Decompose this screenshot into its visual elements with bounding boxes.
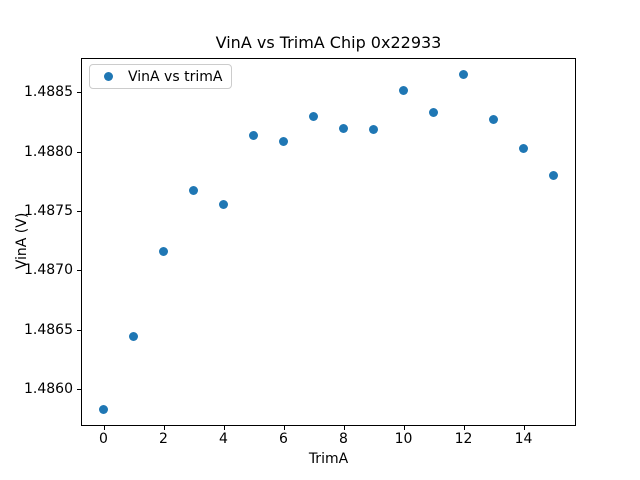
y-tick-mark — [77, 270, 81, 272]
y-tick-label: 1.4865 — [24, 321, 73, 338]
x-tick-label: 12 — [454, 431, 473, 447]
x-tick-mark — [523, 426, 525, 430]
y-tick-label: 1.4885 — [24, 84, 73, 101]
data-point — [129, 332, 138, 342]
y-tick-label: 1.4880 — [24, 143, 73, 160]
data-point — [489, 115, 498, 125]
data-point — [549, 171, 558, 181]
y-tick-mark — [77, 92, 81, 94]
legend-marker-icon — [104, 72, 113, 81]
x-tick-label: 10 — [394, 431, 413, 447]
data-point — [399, 85, 408, 95]
x-tick-label: 0 — [99, 431, 108, 447]
x-tick-label: 6 — [279, 431, 288, 447]
data-point — [279, 136, 288, 146]
data-point — [99, 404, 108, 414]
legend: VinA vs trimA — [89, 64, 232, 89]
y-tick-mark — [77, 151, 81, 153]
x-tick-mark — [223, 426, 225, 430]
x-tick-mark — [463, 426, 465, 430]
x-axis-label: TrimA — [308, 451, 349, 467]
x-tick-label: 2 — [159, 431, 168, 447]
x-tick-mark — [163, 426, 165, 430]
x-tick-mark — [103, 426, 105, 430]
legend-label: VinA vs trimA — [128, 68, 223, 85]
data-point — [459, 70, 468, 80]
x-tick-label: 14 — [514, 431, 533, 447]
data-point — [519, 143, 528, 153]
y-tick-mark — [77, 211, 81, 213]
y-tick-label: 1.4870 — [24, 262, 73, 279]
chart-title: VinA vs TrimA Chip 0x22933 — [215, 33, 442, 52]
y-tick-label: 1.4860 — [24, 381, 73, 398]
y-tick-label: 1.4875 — [24, 203, 73, 220]
data-point — [429, 108, 438, 118]
x-tick-label: 4 — [219, 431, 228, 447]
data-point — [189, 186, 198, 196]
data-point — [159, 246, 168, 256]
y-tick-mark — [77, 389, 81, 391]
x-tick-mark — [403, 426, 405, 430]
x-tick-mark — [283, 426, 285, 430]
y-axis-label: VinA (V) — [14, 212, 30, 270]
plot-area: VinA vs trimA — [81, 58, 576, 426]
x-tick-label: 8 — [339, 431, 348, 447]
data-point — [219, 199, 228, 209]
data-point — [309, 111, 318, 121]
y-tick-mark — [77, 329, 81, 331]
data-point — [369, 124, 378, 134]
data-point — [339, 123, 348, 133]
data-point — [249, 130, 258, 140]
x-tick-mark — [343, 426, 345, 430]
